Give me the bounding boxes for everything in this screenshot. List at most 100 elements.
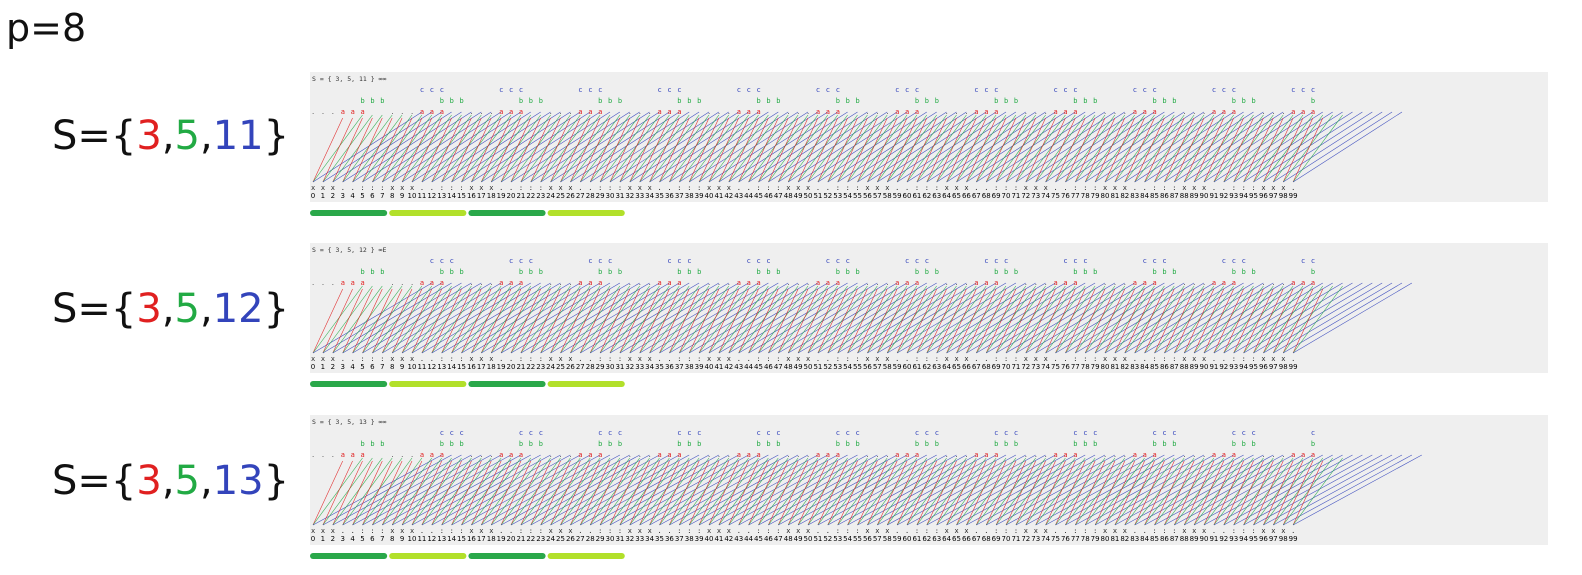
c-mark: c [450, 257, 454, 265]
cell-mark: : [1153, 184, 1157, 192]
a-mark: a [1232, 451, 1236, 459]
c-step-line [1223, 282, 1343, 354]
c-step-line [1124, 282, 1244, 354]
a-step-line [332, 288, 363, 354]
set-gen-b: 5 [174, 286, 200, 332]
cell-mark: . [430, 527, 434, 535]
dot-mark: . [1114, 279, 1116, 287]
period-bar-dark [468, 381, 546, 387]
b-step-line [649, 114, 700, 183]
axis-number: 50 [804, 363, 813, 371]
axis-number: 93 [1229, 363, 1238, 371]
cell-mark: . [905, 527, 909, 535]
a-step-line [411, 117, 442, 183]
cell-mark: x [568, 355, 572, 363]
c-mark: c [677, 429, 681, 437]
c-step-line [1184, 454, 1314, 526]
diagram-background [310, 415, 1548, 545]
axis-number: 91 [1209, 535, 1218, 543]
cell-mark: x [727, 527, 731, 535]
a-step-line [1154, 288, 1185, 354]
dot-mark: . [1025, 279, 1027, 287]
axis-number: 17 [477, 192, 486, 200]
dot-mark: . [866, 279, 868, 287]
a-step-line [946, 288, 977, 354]
c-mark: c [826, 86, 830, 94]
cell-mark: : [1232, 527, 1236, 535]
dot-mark: . [470, 108, 472, 116]
axis-number: 53 [833, 363, 842, 371]
a-mark: a [826, 108, 830, 116]
b-step-line [401, 457, 452, 526]
b-step-line [589, 457, 640, 526]
b-step-line [540, 114, 591, 183]
axis-number: 43 [734, 363, 743, 371]
a-step-line [461, 117, 492, 183]
axis-number: 61 [912, 535, 921, 543]
a-step-line [421, 117, 452, 183]
axis-number: 38 [685, 535, 694, 543]
a-mark: a [1143, 279, 1147, 287]
axis-number: 94 [1239, 192, 1248, 200]
axis-number: 63 [932, 192, 941, 200]
numeric-semigroup-diagram-2: S = { 3, 5, 12 } ∞E c c c b b b a a a... c c c b b b a a a… [310, 243, 1548, 398]
a-step-line [906, 117, 937, 183]
c-step-line [580, 454, 710, 526]
dot-mark: . [490, 108, 492, 116]
b-mark: b [1093, 440, 1097, 448]
dot-mark: . [1114, 451, 1116, 459]
cell-mark: : [1153, 527, 1157, 535]
cell-mark: x [955, 184, 959, 192]
cell-mark: : [370, 355, 374, 363]
c-step-line [312, 282, 432, 354]
cell-mark: . [658, 184, 662, 192]
dot-mark: . [1035, 279, 1037, 287]
axis-number: 64 [942, 535, 951, 543]
c-mark: c [1073, 257, 1077, 265]
cell-mark: . [499, 355, 503, 363]
axis-number: 29 [596, 192, 605, 200]
c-step-line [708, 454, 838, 526]
b-mark: b [836, 97, 840, 105]
a-mark: a [1063, 451, 1067, 459]
cell-mark: x [479, 184, 483, 192]
axis-number: 97 [1269, 363, 1278, 371]
cell-mark: : [1153, 355, 1157, 363]
b-mark: b [766, 97, 770, 105]
axis-number: 20 [507, 535, 516, 543]
cell-mark: . [341, 184, 345, 192]
a-step-line [728, 460, 759, 526]
a-step-line [1075, 288, 1106, 354]
axis-number: 41 [714, 192, 723, 200]
b-step-line [906, 285, 957, 354]
c-step-line [966, 282, 1086, 354]
b-mark: b [1014, 97, 1018, 105]
a-mark: a [915, 108, 919, 116]
b-step-line [500, 457, 551, 526]
b-mark: b [519, 268, 523, 276]
b-step-line [411, 114, 462, 183]
axis-number: 21 [516, 363, 525, 371]
a-step-line [431, 117, 462, 183]
b-mark: b [925, 440, 929, 448]
cell-mark: x [549, 527, 553, 535]
dot-mark: . [718, 451, 720, 459]
b-step-line [877, 457, 928, 526]
c-step-line [332, 454, 462, 526]
c-step-line [1124, 454, 1254, 526]
cell-mark: x [1044, 527, 1048, 535]
set-open: S={ [52, 113, 137, 159]
b-step-line [332, 285, 383, 354]
axis-number: 36 [665, 535, 674, 543]
diagram-svg: S = { 3, 5, 13 } ∞∞c c cb b ba a a.. .c c cb b ba a a… [310, 415, 1548, 559]
a-step-line [1273, 460, 1304, 526]
dot-mark: . [886, 108, 888, 116]
b-step-line [481, 114, 532, 183]
axis-number: 82 [1120, 363, 1129, 371]
b-mark: b [1073, 268, 1077, 276]
c-step-line [1263, 454, 1393, 526]
set-sep: , [199, 113, 213, 159]
c-mark: c [677, 257, 681, 265]
cell-mark: : [1004, 355, 1008, 363]
axis-number: 51 [813, 192, 822, 200]
